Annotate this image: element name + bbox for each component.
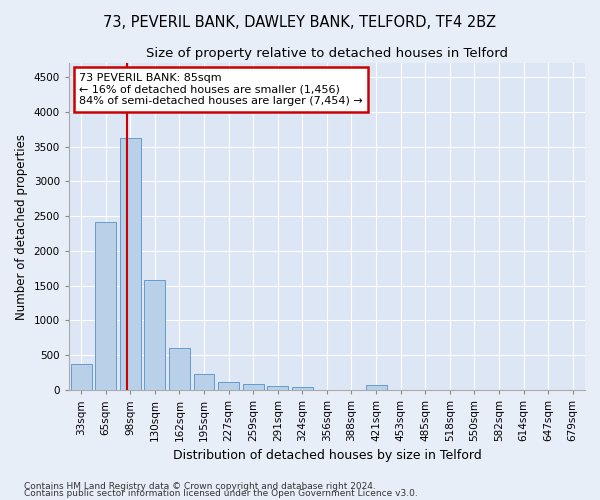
Y-axis label: Number of detached properties: Number of detached properties [15,134,28,320]
Bar [243,384,263,390]
Bar [218,382,239,390]
Text: Contains HM Land Registry data © Crown copyright and database right 2024.: Contains HM Land Registry data © Crown c… [24,482,376,491]
Bar [71,364,92,390]
X-axis label: Distribution of detached houses by size in Telford: Distribution of detached houses by size … [173,450,481,462]
Title: Size of property relative to detached houses in Telford: Size of property relative to detached ho… [146,48,508,60]
Bar [120,138,141,390]
Bar [145,280,166,390]
Bar [194,374,214,390]
Text: 73, PEVERIL BANK, DAWLEY BANK, TELFORD, TF4 2BZ: 73, PEVERIL BANK, DAWLEY BANK, TELFORD, … [103,15,497,30]
Text: Contains public sector information licensed under the Open Government Licence v3: Contains public sector information licen… [24,490,418,498]
Bar [95,222,116,390]
Bar [268,386,288,390]
Bar [292,388,313,390]
Text: 73 PEVERIL BANK: 85sqm
← 16% of detached houses are smaller (1,456)
84% of semi-: 73 PEVERIL BANK: 85sqm ← 16% of detached… [79,73,363,106]
Bar [169,348,190,390]
Bar [365,386,386,390]
